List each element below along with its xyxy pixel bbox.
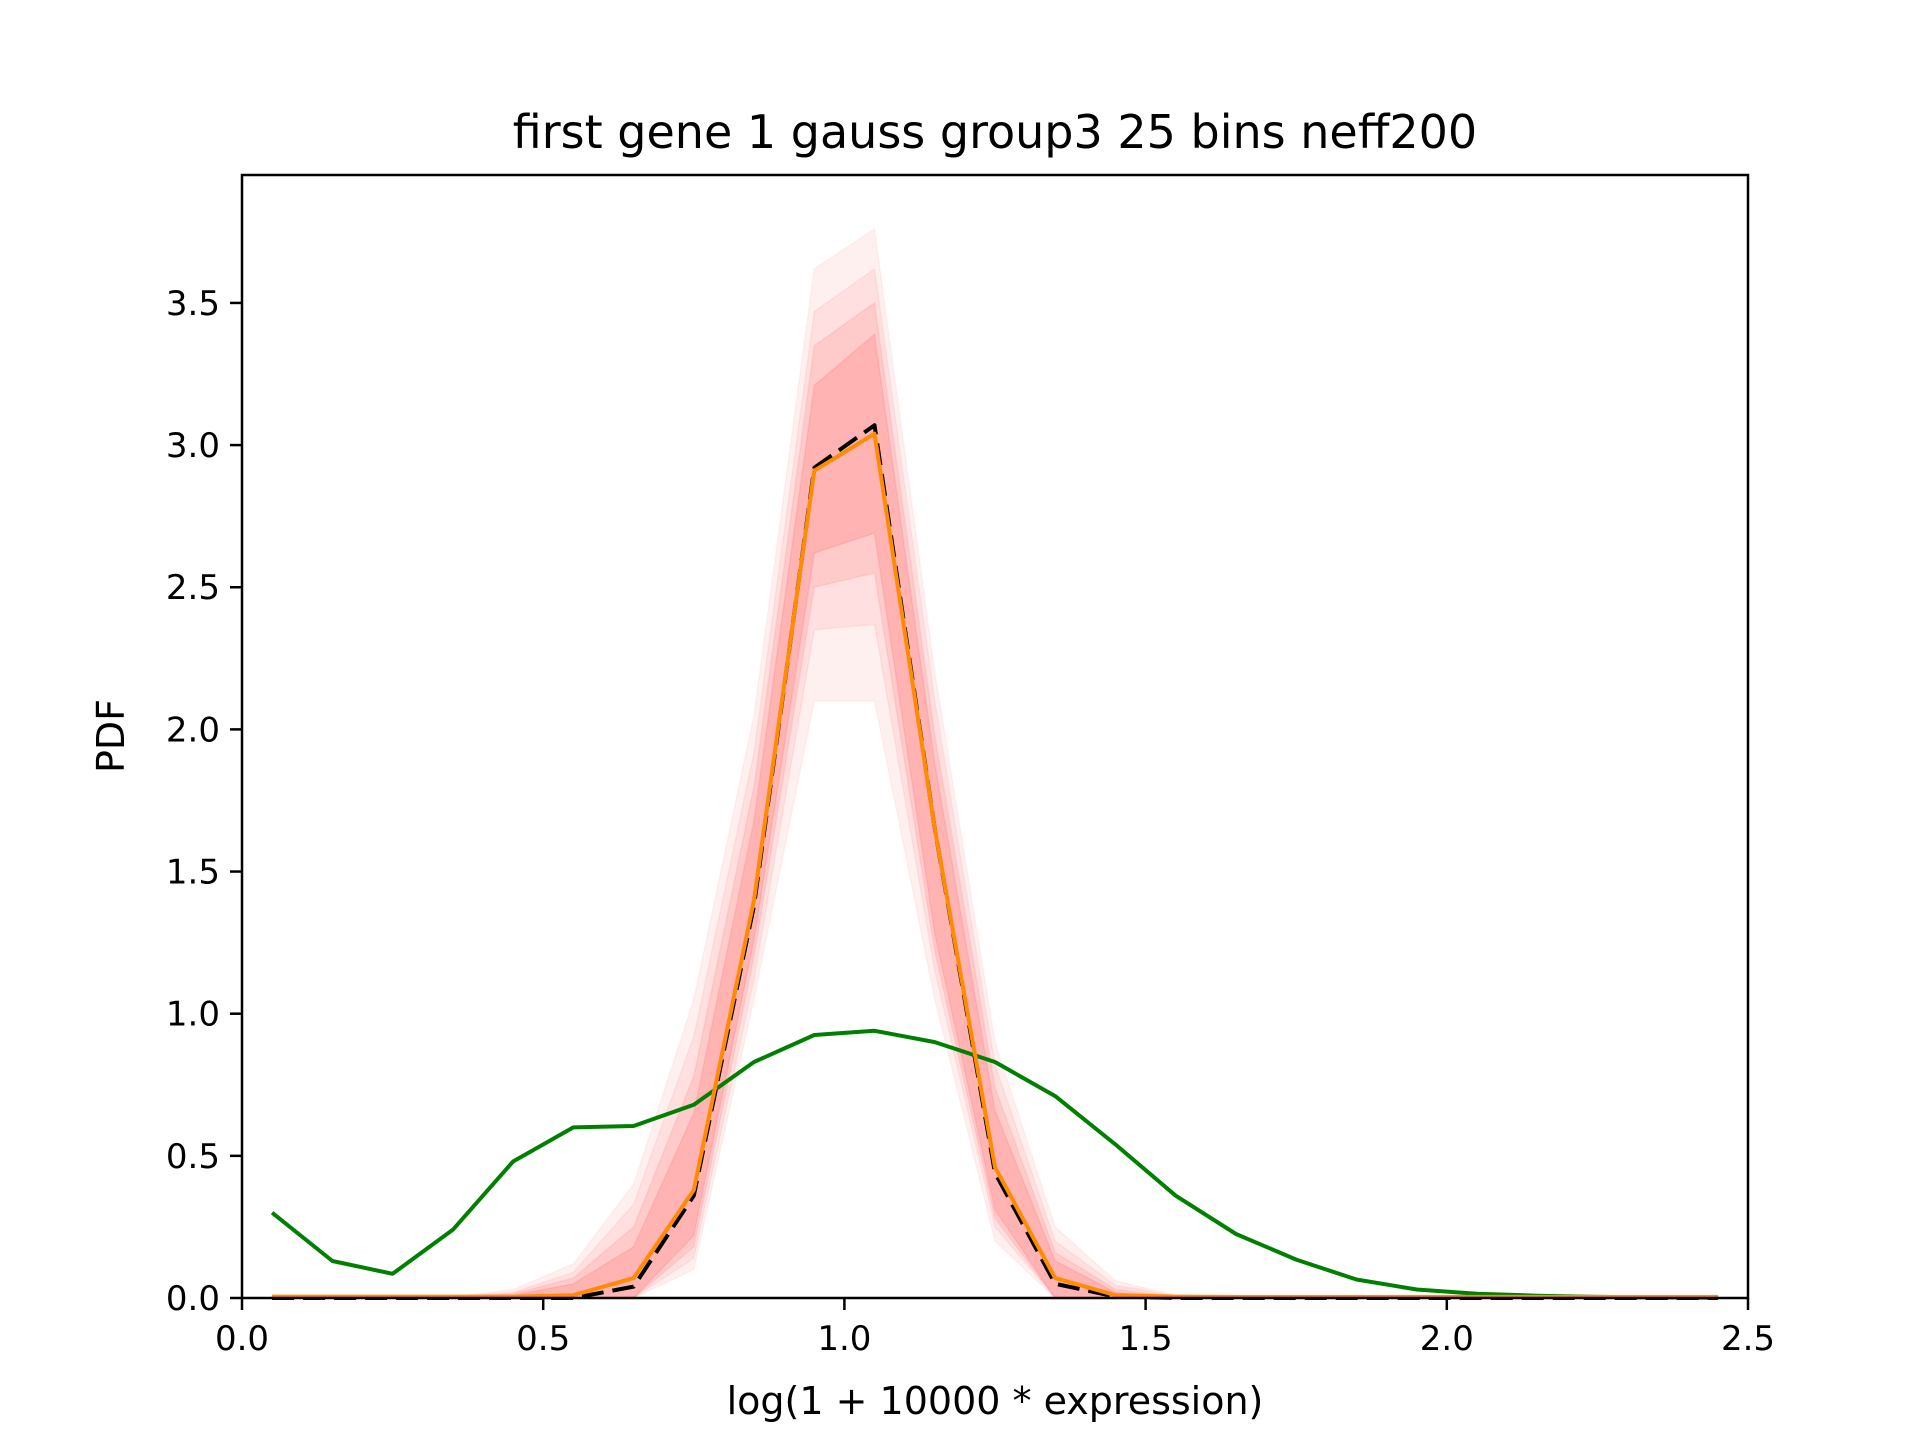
y-tick-label: 2.0 — [166, 710, 220, 750]
y-tick-label: 0.0 — [166, 1279, 220, 1319]
y-tick-label: 1.0 — [166, 995, 220, 1035]
y-tick-label: 3.5 — [166, 284, 220, 324]
y-tick-label: 3.0 — [166, 426, 220, 466]
x-tick-label: 1.5 — [1119, 1319, 1173, 1359]
y-tick-label: 1.5 — [166, 853, 220, 893]
x-tick-label: 2.5 — [1721, 1319, 1775, 1359]
y-tick-label: 2.5 — [166, 568, 220, 608]
x-axis-label: log(1 + 10000 * expression) — [727, 1379, 1264, 1423]
y-axis-label: PDF — [89, 699, 133, 773]
plot-frame — [240, 173, 1750, 1300]
x-axis: 0.0 0.5 1.0 1.5 2.0 2.5 — [215, 1298, 1775, 1359]
x-tick-label: 0.0 — [215, 1319, 269, 1359]
y-tick-label: 0.5 — [166, 1137, 220, 1177]
chart-title: first gene 1 gauss group3 25 bins neff20… — [513, 105, 1477, 159]
series-line-0 — [270, 1028, 1718, 1300]
x-tick-label: 1.0 — [817, 1319, 871, 1359]
y-axis: 0.0 0.5 1.0 1.5 2.0 2.5 3.0 3.5 — [166, 284, 242, 1319]
x-tick-label: 0.5 — [516, 1319, 570, 1359]
x-tick-label: 2.0 — [1420, 1319, 1474, 1359]
